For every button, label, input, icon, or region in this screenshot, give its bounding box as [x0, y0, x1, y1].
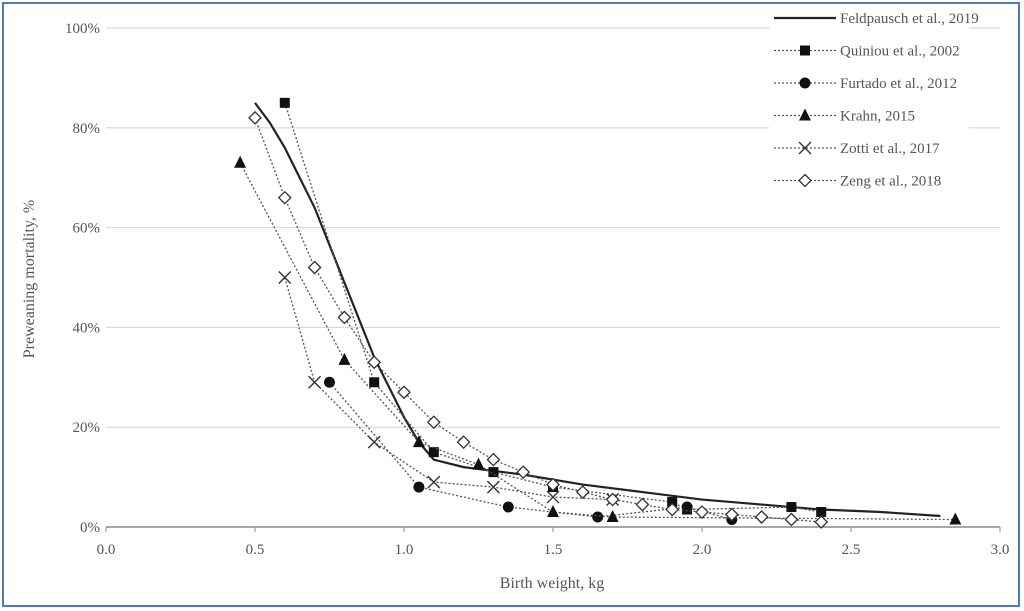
square-marker — [428, 447, 439, 458]
series-zeng-et-al-2018 — [248, 110, 829, 529]
x-marker — [427, 475, 441, 489]
diamond-marker — [798, 173, 812, 188]
legend-label: Quiniou et al., 2002 — [840, 44, 960, 60]
triangle-marker — [799, 108, 811, 121]
diamond-marker — [486, 452, 501, 467]
series-line — [284, 277, 613, 501]
x-tick-label: 1.5 — [544, 542, 563, 558]
diamond-marker — [337, 310, 352, 325]
diamond-marker — [456, 435, 471, 450]
x-tick-label: 0.0 — [97, 542, 116, 558]
triangle-marker — [949, 512, 962, 525]
square-marker — [279, 97, 290, 108]
triangle-marker — [606, 510, 619, 523]
diamond-marker — [724, 507, 739, 522]
x-tick-label: 3.0 — [991, 542, 1010, 558]
y-tick-label: 60% — [73, 221, 101, 237]
square-marker — [786, 502, 797, 513]
series-feldpausch-et-al-2019 — [254, 102, 941, 518]
x-marker — [546, 490, 560, 504]
circle-marker — [592, 511, 604, 523]
diamond-marker — [605, 492, 620, 507]
series-line — [329, 381, 732, 521]
x-tick-label: 2.5 — [842, 542, 861, 558]
diamond-marker — [367, 355, 382, 370]
series-line — [284, 102, 822, 513]
x-tick-label: 2.0 — [693, 542, 712, 558]
legend-label: Zotti et al., 2017 — [840, 141, 940, 157]
diamond-marker — [695, 505, 709, 519]
triangle-marker — [234, 155, 247, 168]
triangle-marker — [547, 505, 559, 518]
legend-label: Zeng et al., 2018 — [840, 174, 941, 190]
series-krahn-2015 — [234, 155, 962, 525]
x-tick-label: 1.0 — [395, 542, 414, 558]
diamond-marker — [546, 477, 560, 492]
x-marker — [367, 435, 381, 449]
y-tick-label: 0% — [80, 520, 100, 536]
diamond-marker — [754, 510, 769, 524]
circle-marker — [502, 501, 514, 513]
diamond-marker — [277, 190, 292, 205]
x-marker — [278, 271, 292, 284]
triangle-marker — [338, 352, 351, 365]
y-tick-label: 40% — [73, 320, 101, 336]
diamond-marker — [397, 385, 411, 400]
square-marker — [800, 45, 810, 56]
square-marker — [667, 497, 678, 508]
y-axis-label: Preweaning mortality, % — [21, 200, 38, 358]
triangle-marker — [412, 435, 425, 448]
square-marker — [488, 467, 499, 478]
circle-marker — [799, 77, 811, 89]
y-tick-label: 80% — [73, 121, 101, 137]
diamond-marker — [307, 260, 322, 275]
square-marker — [816, 507, 827, 518]
x-marker — [308, 375, 322, 389]
diamond-marker — [814, 515, 829, 529]
diamond-marker — [665, 502, 680, 517]
circle-marker — [413, 481, 425, 493]
legend-bg — [769, 6, 969, 36]
legend-label: Krahn, 2015 — [840, 109, 915, 125]
square-marker — [369, 377, 380, 388]
diamond-marker — [516, 465, 531, 480]
series-line — [254, 102, 941, 518]
diamond-marker — [575, 485, 590, 499]
series-zotti-et-al-2017 — [278, 271, 620, 507]
series-line — [239, 162, 956, 521]
mortality-chart: 0%20%40%60%80%100%0.0 0.5 1.0 1.5 2.0 2.5 3.0 … — [21, 6, 1010, 592]
x-marker — [486, 480, 500, 494]
circle-marker — [681, 501, 693, 513]
diamond-marker — [784, 512, 799, 527]
series-line — [254, 117, 822, 523]
triangle-marker — [472, 457, 485, 470]
x-tick-label: 0.5 — [246, 542, 265, 558]
y-tick-label: 20% — [73, 420, 101, 436]
series-quiniou-et-al-2002 — [279, 97, 827, 518]
circle-marker — [324, 376, 335, 388]
legend-label: Furtado et al., 2012 — [840, 76, 957, 92]
x-marker — [798, 141, 812, 155]
diamond-marker — [635, 497, 650, 512]
diamond-marker — [426, 415, 441, 430]
legend-label: Feldpausch et al., 2019 — [840, 11, 979, 27]
y-tick-label: 100% — [65, 21, 100, 37]
diamond-marker — [248, 110, 262, 125]
x-axis-label: Birth weight, kg — [500, 575, 604, 592]
